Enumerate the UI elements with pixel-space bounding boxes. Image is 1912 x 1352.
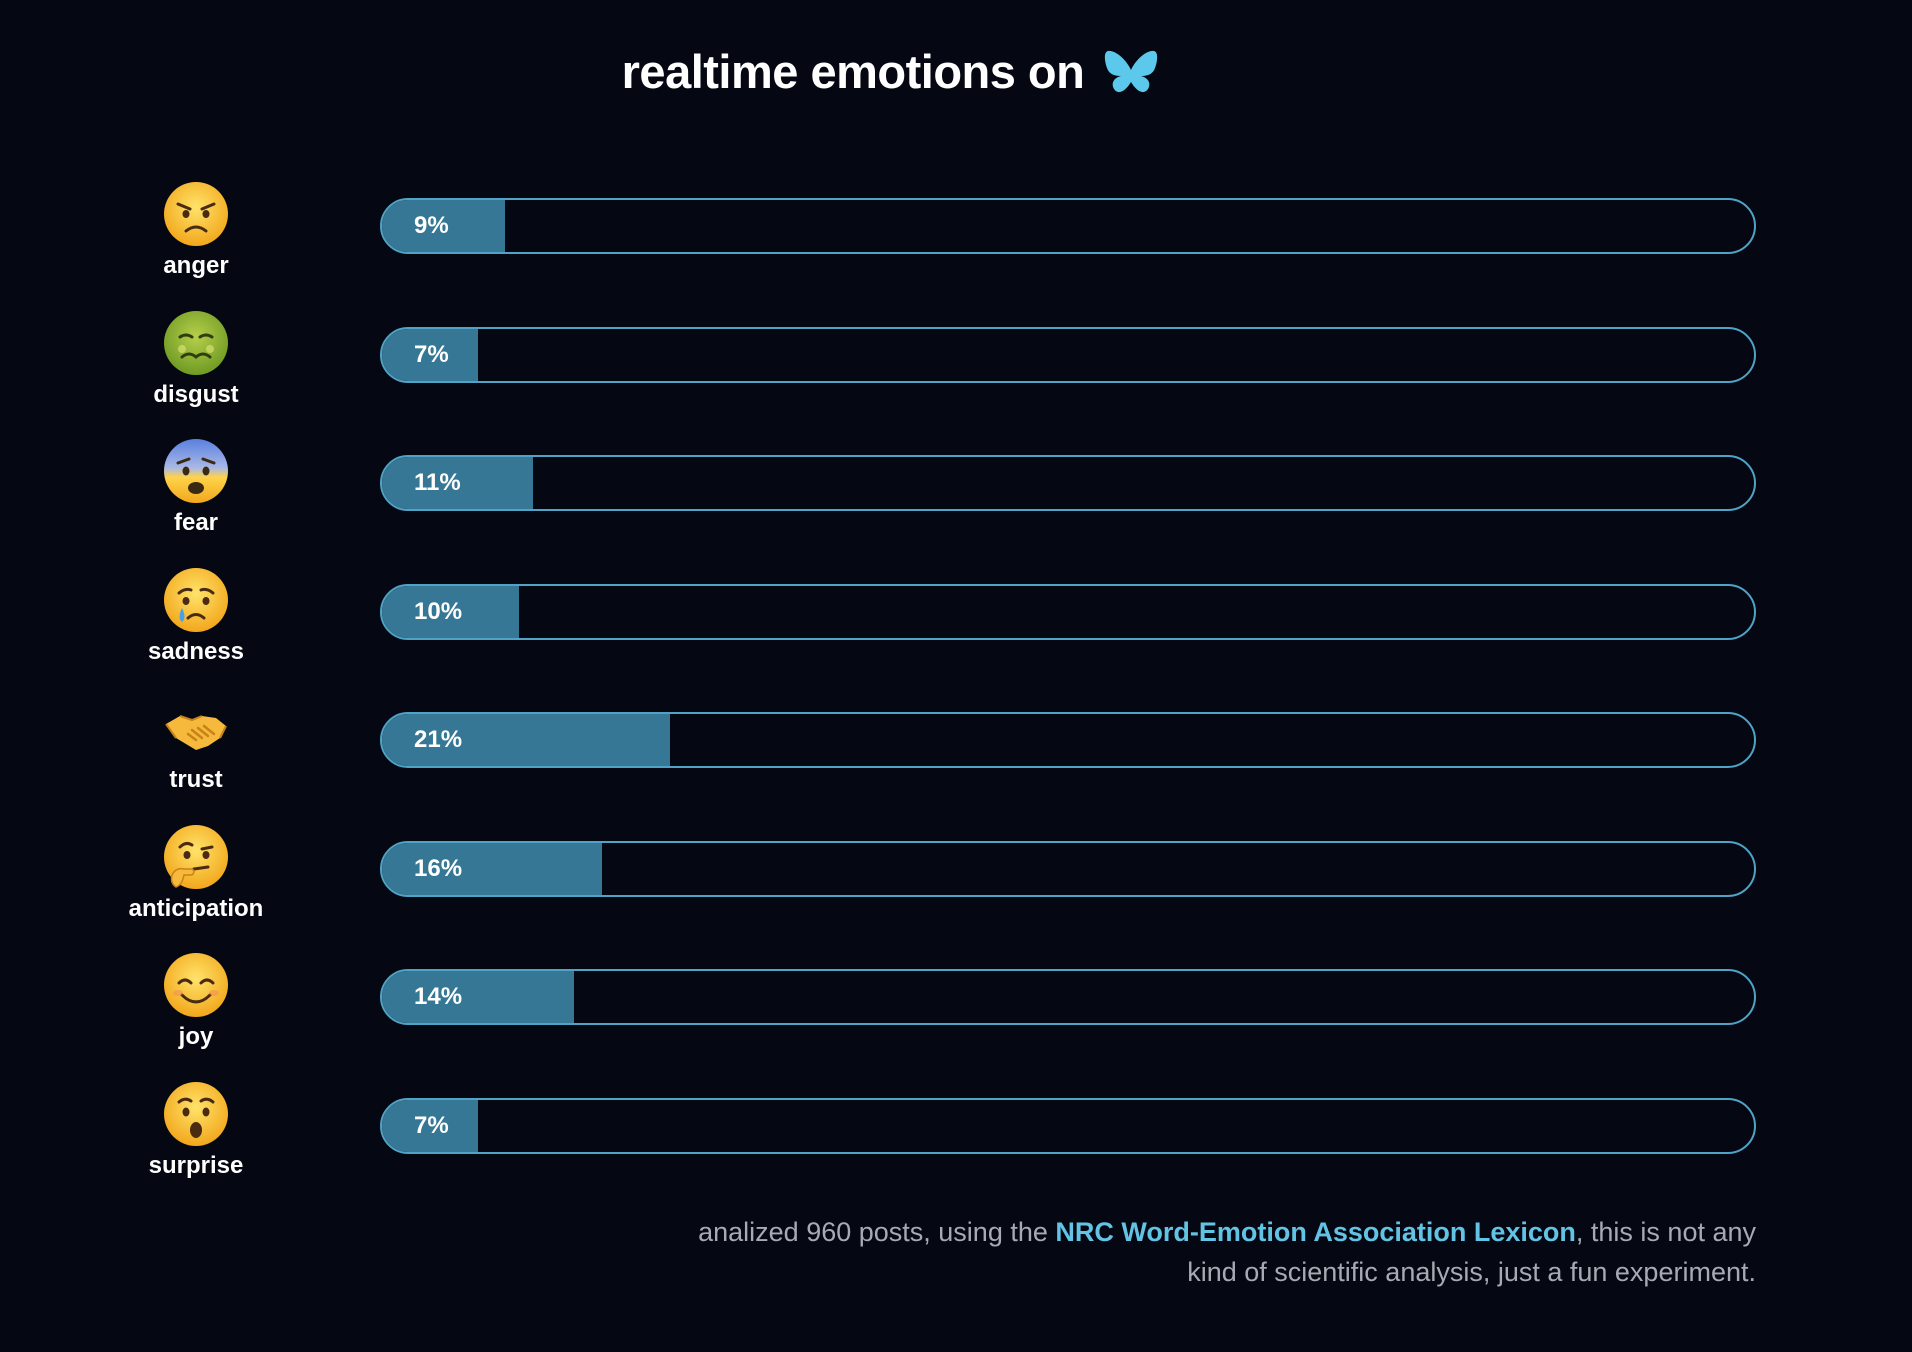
emotion-legend: fear: [96, 437, 296, 547]
bar-fill: [382, 200, 506, 252]
bar-fill: [382, 585, 520, 638]
anxious-face-icon: [164, 439, 228, 503]
nauseated-face-icon: [164, 310, 228, 375]
bar-value-label: 10%: [414, 597, 463, 625]
emotion-label: fear: [173, 509, 219, 536]
bar-value-label: 7%: [414, 1111, 449, 1139]
bar-value-label: 21%: [414, 726, 463, 753]
emotion-label: sadness: [147, 637, 245, 665]
emotion-row: anticipation 16%: [0, 823, 1912, 951]
bar-value-label: 9%: [414, 212, 449, 239]
emotion-label: anticipation: [128, 894, 264, 922]
crying-face-icon: [164, 567, 228, 632]
emotion-row: surprise 7%: [0, 1080, 1912, 1208]
bar-value-label: 7%: [414, 340, 449, 368]
emotion-legend: joy: [96, 951, 296, 1061]
emotion-legend: disgust: [96, 309, 296, 419]
emotion-label: anger: [163, 252, 229, 279]
emotion-row: joy 14%: [0, 951, 1912, 1079]
footer-note: analized 960 posts, using the NRC Word-E…: [656, 1212, 1756, 1292]
emotion-row: fear 11%: [0, 437, 1912, 565]
thinking-face-icon: [164, 824, 228, 889]
emotion-row: disgust 7%: [0, 309, 1912, 437]
emotion-legend: trust: [96, 694, 296, 804]
emotion-label: trust: [169, 766, 223, 793]
emotion-legend: surprise: [96, 1080, 296, 1190]
bar-track: 7%: [380, 1097, 1756, 1154]
emotion-row: anger 9%: [0, 180, 1912, 308]
bar-track: 11%: [380, 455, 1756, 511]
bar-fill: [382, 714, 671, 766]
emotion-label: disgust: [153, 380, 239, 408]
bar-track: 9%: [380, 198, 1756, 254]
bar-value-label: 14%: [414, 983, 463, 1010]
footer-suffix: , this is not any kind of scientific ana…: [1187, 1217, 1756, 1287]
bar-fill: [382, 328, 479, 381]
emotion-row: sadness 10%: [0, 566, 1912, 694]
footer-prefix: analized 960 posts, using the: [698, 1217, 1056, 1247]
emotion-legend: anticipation: [96, 823, 296, 933]
bar-fill: [382, 842, 602, 895]
bar-track: 16%: [380, 840, 1756, 897]
emotion-legend: sadness: [96, 566, 296, 676]
surprised-face-icon: [164, 1081, 228, 1146]
smiling-face-icon: [164, 953, 228, 1017]
bar-value-label: 11%: [414, 469, 461, 496]
butterfly-icon: [1105, 50, 1158, 92]
bar-fill: [382, 1099, 479, 1152]
emotion-row: trust 21%: [0, 694, 1912, 822]
lexicon-link[interactable]: NRC Word-Emotion Association Lexicon: [1055, 1217, 1576, 1247]
bar-fill: [382, 457, 533, 509]
emotion-label: surprise: [148, 1151, 244, 1179]
bar-track: 10%: [380, 583, 1756, 640]
page-title-text: realtime emotions on: [621, 45, 1085, 98]
handshake-icon: [165, 715, 227, 750]
page-title: realtime emotions on: [0, 44, 1780, 99]
bar-track: 14%: [380, 969, 1756, 1025]
emotion-legend: anger: [96, 180, 296, 290]
angry-face-icon: [164, 182, 228, 246]
bar-fill: [382, 971, 575, 1023]
bar-track: 21%: [380, 712, 1756, 768]
emotion-label: joy: [178, 1023, 214, 1050]
bar-value-label: 16%: [414, 854, 463, 882]
bar-track: 7%: [380, 326, 1756, 383]
